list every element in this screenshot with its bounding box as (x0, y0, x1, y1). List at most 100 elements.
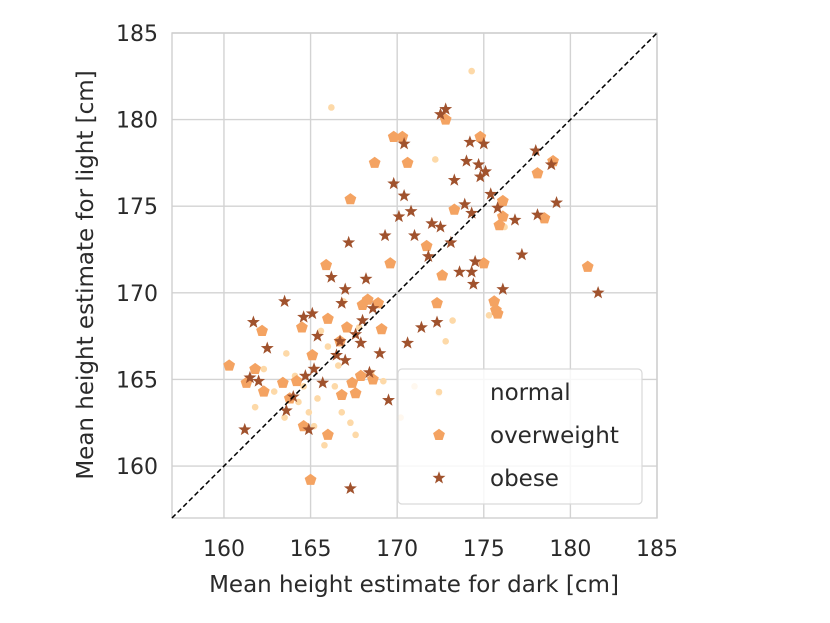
obese-point (359, 272, 373, 285)
obese-point (477, 137, 491, 150)
series-overweight (223, 113, 594, 485)
obese-point (463, 135, 477, 148)
legend-marker-overweight (433, 428, 445, 441)
x-tick-label: 180 (549, 537, 591, 562)
overweight-point (256, 324, 268, 336)
overweight-point (341, 321, 353, 333)
series-obese (238, 102, 605, 495)
legend-label-obese: obese (490, 466, 559, 492)
obese-point (515, 247, 529, 261)
obese-point (414, 320, 428, 333)
normal-point (449, 317, 456, 324)
normal-point (251, 403, 259, 411)
obese-point (378, 228, 392, 242)
obese-point (479, 164, 492, 178)
overweight-point (304, 473, 317, 485)
overweight-point (488, 295, 501, 307)
obese-point (373, 346, 387, 359)
obese-point (491, 201, 505, 214)
obese-point (439, 102, 453, 115)
normal-point (314, 395, 321, 402)
obese-point (260, 341, 274, 354)
overweight-point (320, 258, 333, 271)
obese-point (466, 277, 480, 290)
obese-point (397, 189, 411, 202)
overweight-point (346, 376, 359, 388)
overweight-point (296, 321, 308, 333)
overweight-point (384, 257, 397, 269)
obese-point (354, 336, 368, 349)
overweight-point (361, 293, 374, 305)
overweight-point (493, 219, 506, 231)
legend-markers (432, 388, 446, 484)
obese-point (316, 376, 330, 389)
obese-point (278, 294, 292, 307)
obese-point (508, 213, 522, 226)
obese-point (387, 176, 401, 190)
normal-point (305, 409, 313, 416)
overweight-point (367, 373, 379, 385)
y-tick-labels: 160 165 170 175 180 185 (116, 22, 158, 480)
normal-point (270, 388, 278, 395)
overweight-point (306, 348, 319, 361)
obese-point (356, 313, 369, 327)
y-tick-label: 175 (116, 195, 158, 220)
obese-point (591, 286, 605, 299)
obese-point (404, 204, 418, 217)
data-markers (223, 67, 605, 495)
normal-point (317, 327, 325, 335)
overweight-point (538, 212, 551, 224)
obese-point (468, 254, 482, 268)
obese-point (544, 157, 558, 171)
x-tick-label: 175 (463, 537, 505, 562)
normal-point (283, 350, 290, 357)
overweight-point (335, 388, 348, 401)
obese-point (246, 315, 260, 328)
normal-point (260, 365, 268, 373)
obese-point (297, 310, 311, 323)
normal-point (334, 362, 342, 369)
overweight-point (581, 260, 594, 272)
identity-diagonal-line (171, 32, 658, 519)
normal-point (347, 419, 354, 427)
obese-point (434, 107, 447, 120)
normal-point (328, 104, 335, 111)
obese-point (363, 365, 376, 378)
legend: normal overweight obese (397, 368, 643, 505)
obese-point (465, 206, 479, 219)
obese-point (305, 306, 319, 320)
normal-point (431, 156, 439, 163)
x-tick-label: 170 (376, 537, 418, 562)
normal-point (468, 67, 475, 75)
overweight-point (431, 297, 443, 309)
normal-point (485, 312, 493, 319)
y-tick-label: 180 (116, 109, 158, 134)
overweight-point (420, 239, 433, 252)
legend-marker-normal (435, 388, 443, 396)
obese-point (529, 143, 543, 157)
overweight-point (368, 156, 381, 168)
obese-point (252, 374, 266, 387)
obese-point (342, 235, 356, 249)
y-tick-label: 165 (116, 368, 158, 393)
x-axis-label: Mean height estimate for dark [cm] (209, 572, 619, 598)
overweight-point (344, 193, 357, 205)
obese-point (382, 393, 395, 406)
x-tick-label: 165 (290, 537, 332, 562)
obese-point (338, 353, 352, 366)
obese-point (311, 329, 324, 342)
obese-point (397, 137, 411, 150)
legend-label-overweight: overweight (490, 423, 619, 449)
obese-point (460, 154, 473, 167)
normal-point (352, 431, 359, 439)
obese-point (324, 270, 338, 283)
x-tick-labels: 160 165 170 175 180 185 (203, 537, 678, 562)
obese-point (421, 249, 435, 262)
obese-point (338, 282, 352, 295)
obese-point (473, 169, 487, 183)
obese-point (279, 403, 293, 417)
overweight-point (354, 369, 367, 381)
normal-point (442, 338, 449, 345)
obese-point (550, 195, 563, 209)
overweight-point (290, 374, 303, 387)
